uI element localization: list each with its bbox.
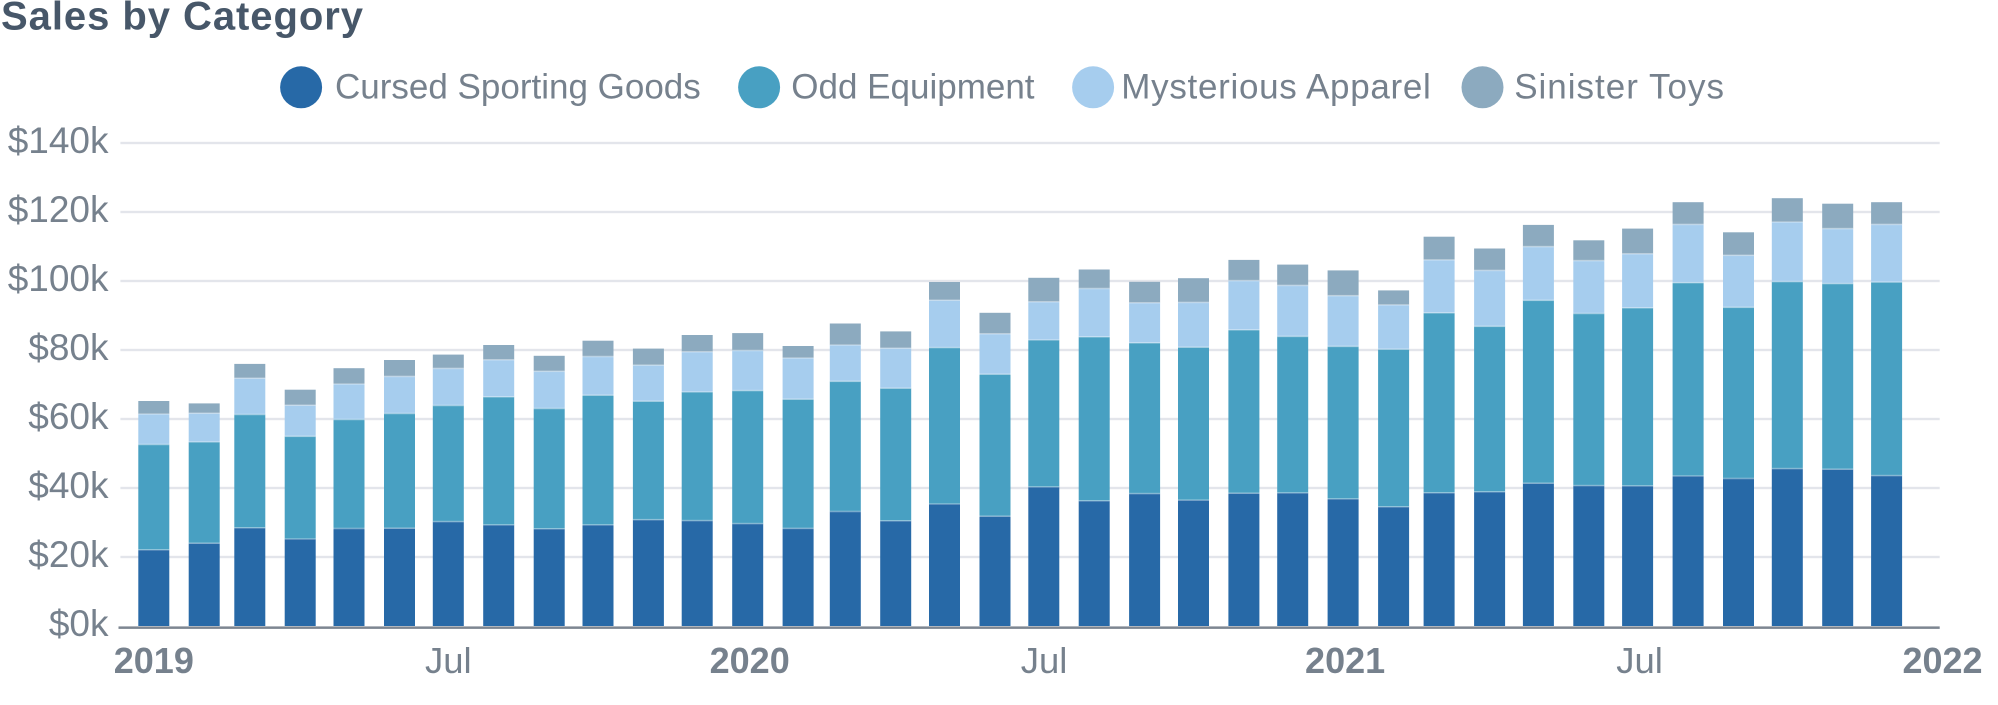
svg-text:Sales by Category: Sales by Category (1, 0, 364, 39)
svg-text:Mysterious Apparel: Mysterious Apparel (1121, 67, 1431, 106)
svg-text:2022: 2022 (1902, 640, 1982, 681)
svg-text:$40k: $40k (28, 465, 109, 506)
svg-text:$60k: $60k (28, 396, 109, 437)
svg-text:2020: 2020 (710, 640, 790, 681)
svg-text:$80k: $80k (28, 327, 109, 368)
svg-text:$20k: $20k (28, 534, 109, 575)
svg-text:Odd Equipment: Odd Equipment (791, 67, 1034, 106)
svg-text:$100k: $100k (8, 258, 109, 299)
svg-text:2019: 2019 (114, 640, 194, 681)
svg-text:Jul: Jul (1616, 640, 1663, 681)
svg-text:Sinister Toys: Sinister Toys (1514, 67, 1725, 106)
svg-text:Cursed Sporting Goods: Cursed Sporting Goods (335, 67, 701, 106)
svg-text:$0k: $0k (49, 603, 109, 644)
svg-text:2021: 2021 (1305, 640, 1385, 681)
svg-text:$140k: $140k (8, 120, 109, 161)
svg-text:$120k: $120k (8, 189, 109, 230)
svg-text:Jul: Jul (425, 640, 472, 681)
svg-text:Jul: Jul (1021, 640, 1068, 681)
